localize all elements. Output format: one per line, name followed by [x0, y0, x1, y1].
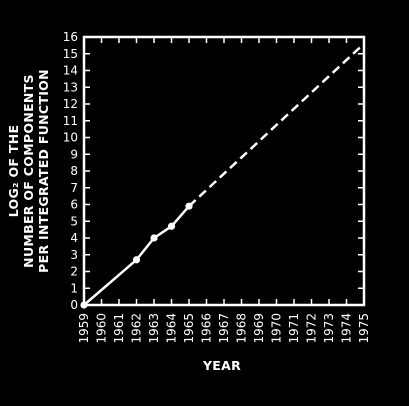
y-axis-title-line-3: PER INTEGRATED FUNCTION: [36, 69, 51, 273]
y-tick-label: 16: [63, 30, 78, 44]
x-tick-label: 1972: [305, 313, 319, 344]
x-tick-label: 1960: [95, 313, 109, 344]
data-point: [167, 222, 176, 230]
x-tick-label: 1967: [217, 313, 231, 344]
y-tick-label: 15: [63, 47, 78, 61]
x-tick-label: 1959: [77, 313, 91, 344]
y-tick-label: 6: [70, 198, 78, 212]
x-tick-label: 1969: [252, 313, 266, 344]
x-tick-label: 1965: [182, 313, 196, 344]
x-tick-label: 1975: [357, 313, 371, 344]
y-tick-label: 4: [70, 231, 78, 245]
x-tick-label: 1966: [200, 313, 214, 344]
y-tick-label: 0: [70, 298, 78, 312]
extrapolation-line: [188, 42, 365, 208]
y-tick-label: 9: [70, 147, 78, 161]
x-tick-label: 1963: [147, 313, 161, 344]
y-tick-label: 8: [70, 164, 78, 178]
data-point: [132, 256, 141, 264]
x-axis: 1959 1960 1961 1962 1963 1964 1965 1966 1967 1968…: [77, 37, 371, 344]
y-tick-label: 7: [70, 181, 78, 195]
x-tick-label: 1974: [340, 313, 354, 344]
x-tick-label: 1964: [165, 313, 179, 344]
y-tick-label: 11: [63, 114, 78, 128]
x-axis-title: YEAR: [202, 358, 241, 373]
y-tick-label: 3: [70, 248, 78, 262]
y-axis-title: LOG₂ OF THE NUMBER OF COMPONENTS PER INT…: [6, 69, 51, 273]
data-point: [150, 234, 158, 242]
y-tick-label: 1: [70, 281, 78, 295]
y-tick-label: 10: [63, 131, 78, 145]
data-point: [80, 301, 88, 309]
y-axis-title-line-1: LOG₂ OF THE: [6, 125, 21, 218]
y-tick-label: 13: [63, 80, 78, 94]
y-tick-label: 5: [70, 214, 78, 228]
y-axis-title-line-2: NUMBER OF COMPONENTS: [21, 74, 36, 268]
x-tick-label: 1968: [235, 313, 249, 344]
x-tick-label: 1962: [130, 313, 144, 344]
x-tick-label: 1970: [270, 313, 284, 344]
y-tick-label: 2: [70, 265, 78, 279]
x-tick-label: 1973: [322, 313, 336, 344]
y-tick-label: 12: [63, 97, 78, 111]
series-layer: [80, 42, 365, 309]
y-tick-label: 14: [63, 64, 78, 78]
x-tick-label: 1971: [287, 313, 301, 344]
x-tick-label: 1961: [112, 313, 126, 344]
